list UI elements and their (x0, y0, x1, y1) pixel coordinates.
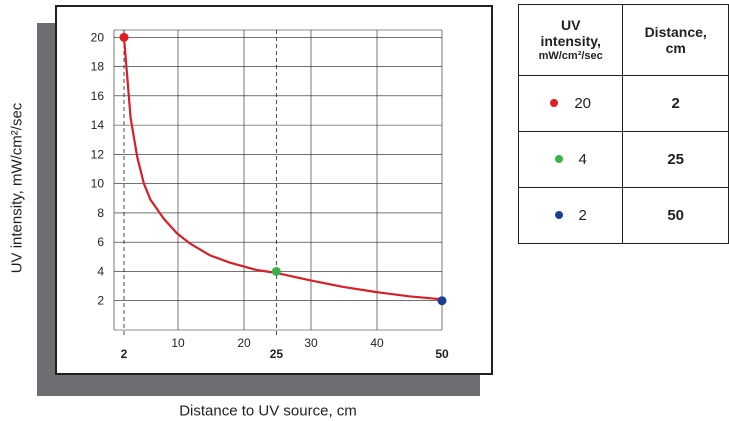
header-distance: Distance, cm (622, 4, 729, 76)
distance-cell: 25 (622, 131, 729, 188)
y-tick-label: 10 (91, 177, 105, 191)
x-highlight-tick-label: 2 (121, 347, 128, 361)
y-tick-label: 16 (91, 89, 105, 103)
y-tick-label: 2 (97, 294, 104, 308)
intensity-cell: 2 (517, 187, 624, 244)
header-uv-line1: UV (560, 17, 581, 33)
series (122, 37, 443, 301)
header-uv-intensity: UV intensity, mW/cm²/sec (517, 4, 624, 76)
y-tick-label: 4 (97, 264, 104, 278)
series-line (122, 37, 443, 301)
table-row: 2 50 (517, 187, 729, 244)
y-tick-labels: 20 18 16 14 12 10 8 6 4 2 (91, 30, 105, 307)
table-header-row: UV intensity, mW/cm²/sec Distance, cm (517, 4, 729, 76)
x-tick-labels: 10 20 30 40 2 25 50 (121, 336, 449, 361)
data-point (437, 296, 447, 306)
intensity-cell: 20 (517, 75, 624, 132)
x-tick-label: 20 (237, 336, 251, 350)
x-tick-label: 30 (304, 336, 318, 350)
data-table: UV intensity, mW/cm²/sec Distance, cm 20… (517, 4, 729, 244)
header-uv-unit: mW/cm²/sec (538, 50, 603, 62)
x-tick-label: 10 (171, 336, 185, 350)
line-chart: 20 18 16 14 12 10 8 6 4 2 10 20 30 40 2 25 50 (91, 29, 449, 361)
reference-lines (123, 30, 277, 338)
header-uv-line2: intensity, (540, 33, 601, 49)
intensity-cell: 4 (517, 131, 624, 188)
y-tick-label: 6 (97, 235, 104, 249)
y-tick-label: 14 (91, 118, 105, 132)
x-highlight-tick-label: 50 (435, 347, 449, 361)
y-axis-label: UV intensity, mW/cm²/sec (8, 102, 26, 274)
table-row: 4 25 (517, 131, 729, 188)
blue-dot-icon (554, 211, 563, 220)
y-tick-label: 18 (91, 60, 105, 74)
chart-frame: 20 18 16 14 12 10 8 6 4 2 10 20 30 40 2 25 50 (55, 5, 493, 375)
header-distance-line2: cm (665, 40, 686, 56)
data-point (119, 32, 129, 42)
intensity-value: 20 (574, 95, 592, 112)
x-tick-label: 40 (370, 336, 384, 350)
green-dot-icon (554, 155, 563, 164)
header-distance-line1: Distance, (644, 24, 707, 40)
intensity-value: 2 (578, 207, 587, 224)
data-point (271, 266, 281, 276)
x-axis-label: Distance to UV source, cm (179, 402, 357, 420)
table-row: 20 2 (517, 75, 729, 132)
y-tick-label: 8 (97, 206, 104, 220)
y-tick-label: 20 (91, 30, 105, 44)
y-tick-label: 12 (91, 147, 105, 161)
x-highlight-tick-label: 25 (270, 347, 284, 361)
distance-cell: 2 (622, 75, 729, 132)
distance-cell: 50 (622, 187, 729, 244)
red-dot-icon (550, 99, 559, 108)
intensity-value: 4 (578, 151, 587, 168)
grid (113, 29, 443, 331)
data-points (119, 32, 447, 306)
